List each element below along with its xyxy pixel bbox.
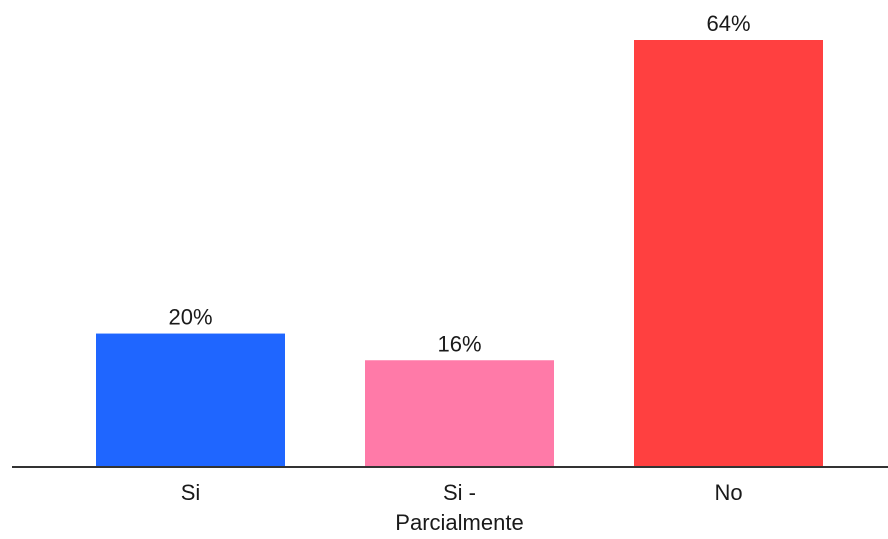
value-label-2: 64% (706, 11, 750, 36)
x-tick-label-2: No (714, 480, 742, 505)
bar-1 (365, 360, 554, 467)
value-label-0: 20% (168, 305, 212, 330)
value-label-1: 16% (437, 331, 481, 356)
x-tick-labels-group: Si Si -Parcialmente No (181, 480, 743, 535)
value-labels-group: 20% 16% 64% (168, 11, 750, 356)
x-tick-label-0: Si (181, 480, 201, 505)
bar-2 (634, 40, 823, 467)
x-tick-label-1: Si -Parcialmente (395, 480, 523, 535)
bar-0 (96, 333, 285, 467)
bars-group (96, 40, 823, 467)
